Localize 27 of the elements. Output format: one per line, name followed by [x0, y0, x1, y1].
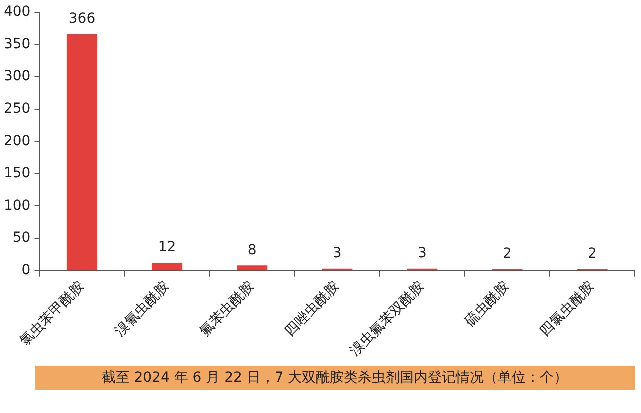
data-label: 366 [68, 11, 96, 28]
bar [66, 34, 98, 270]
y-tick-label: 100 [4, 198, 31, 214]
data-label: 3 [418, 246, 427, 262]
y-tick-label: 300 [4, 68, 31, 85]
y-tick-label: 250 [4, 100, 31, 117]
y-tick-label: 350 [4, 36, 31, 52]
data-label: 2 [502, 246, 512, 262]
y-tick-label: 400 [4, 4, 31, 20]
x-tick-label: 氟苯虫酰胺 [196, 278, 258, 340]
y-tick-label: 150 [4, 166, 31, 182]
x-tick-label: 溴虫氟苯双酰胺 [347, 278, 428, 360]
y-tick-label: 0 [22, 262, 31, 278]
x-tick-label: 硫虫酰胺 [462, 278, 513, 330]
data-label: 2 [588, 246, 597, 262]
bar [237, 266, 268, 270]
x-tick-label: 四唑虫酰胺 [282, 278, 343, 340]
y-tick-label: 50 [12, 230, 31, 246]
data-label: 3 [332, 246, 342, 262]
y-tick-label: 200 [4, 133, 31, 150]
bar [152, 263, 183, 270]
x-tick-label: 四氯虫酰胺 [537, 278, 598, 340]
x-tick-label: 氯虫苯甲酰胺 [16, 278, 88, 350]
data-label: 12 [158, 240, 176, 256]
x-tick-label: 溴氰虫酰胺 [112, 278, 173, 340]
text: 截至 2024 年 6 月 22 日，7 大双酰胺类杀虫剂国内登记情况（单位：个） [35, 366, 635, 390]
data-label: 8 [248, 242, 257, 258]
